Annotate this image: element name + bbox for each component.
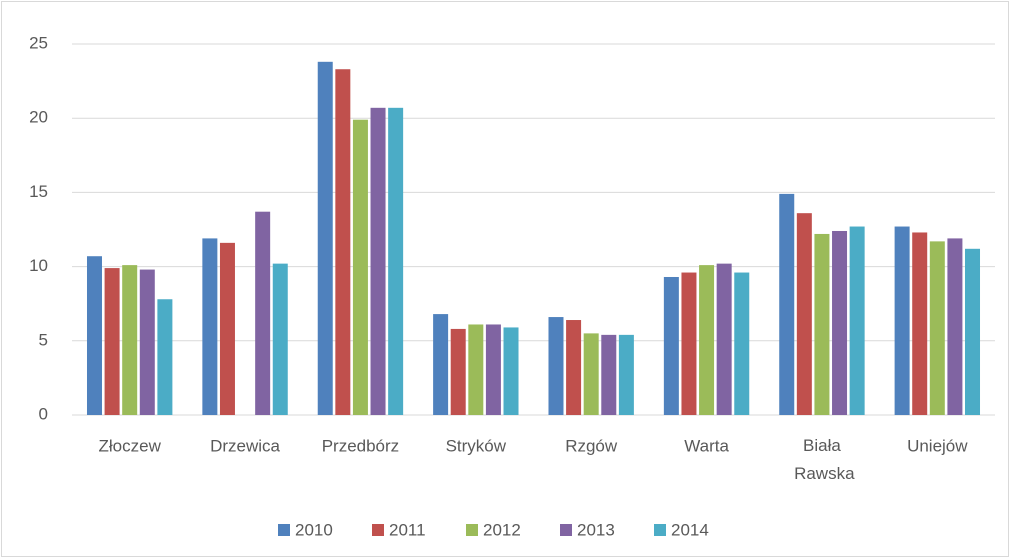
bar [566, 320, 582, 415]
bar [716, 263, 732, 415]
bar [912, 232, 928, 415]
bar [86, 256, 102, 415]
bar [814, 233, 830, 415]
bar [503, 327, 519, 415]
bar [618, 334, 634, 415]
bar [947, 238, 963, 415]
legend-swatch [654, 524, 666, 536]
bar [157, 299, 173, 415]
x-tick-label: Przedbórz [322, 436, 399, 455]
bar [335, 69, 351, 415]
bar [370, 107, 386, 415]
bar [219, 242, 235, 415]
bar [849, 226, 865, 415]
bar [965, 248, 981, 415]
bar [468, 324, 484, 415]
bar [139, 269, 155, 415]
bar [388, 107, 404, 415]
y-tick-label: 5 [39, 330, 48, 349]
x-tick-label: Złoczew [99, 436, 162, 455]
y-tick-label: 25 [29, 33, 48, 52]
x-tick-label: Stryków [446, 436, 507, 455]
bar [272, 263, 288, 415]
bar [317, 61, 333, 416]
bar [699, 265, 715, 415]
legend-label: 2011 [389, 520, 426, 539]
legend-swatch [466, 524, 478, 536]
bar [681, 272, 697, 415]
bar [734, 272, 750, 415]
bar [104, 268, 120, 415]
bar [548, 317, 564, 415]
legend-swatch [372, 524, 384, 536]
legend-swatch [560, 524, 572, 536]
bar [929, 241, 945, 415]
legend-label: 2013 [577, 520, 615, 539]
bar [202, 238, 218, 415]
legend-label: 2014 [671, 520, 709, 539]
bar [583, 333, 599, 415]
bar [485, 324, 501, 415]
legend-swatch [278, 524, 290, 536]
y-tick-label: 10 [29, 256, 48, 275]
x-tick-label: Drzewica [210, 436, 280, 455]
legend-label: 2012 [483, 520, 521, 539]
y-tick-label: 20 [29, 108, 48, 127]
x-tick-label: Uniejów [907, 436, 968, 455]
bar [601, 334, 617, 415]
y-tick-label: 15 [29, 182, 48, 201]
legend-label: 2010 [295, 520, 333, 539]
bar [122, 265, 138, 415]
x-tick-label: Warta [684, 436, 729, 455]
x-tick-label: Rzgów [565, 436, 618, 455]
bar [433, 314, 449, 415]
bar [663, 276, 679, 415]
y-tick-label: 0 [39, 404, 48, 423]
bar [832, 230, 848, 415]
bar [352, 119, 368, 416]
bar [450, 328, 466, 415]
bar [796, 213, 812, 415]
bar [255, 211, 271, 415]
bar [894, 226, 910, 415]
x-tick-label: Biała Rawska [789, 436, 855, 483]
bar [779, 193, 795, 415]
